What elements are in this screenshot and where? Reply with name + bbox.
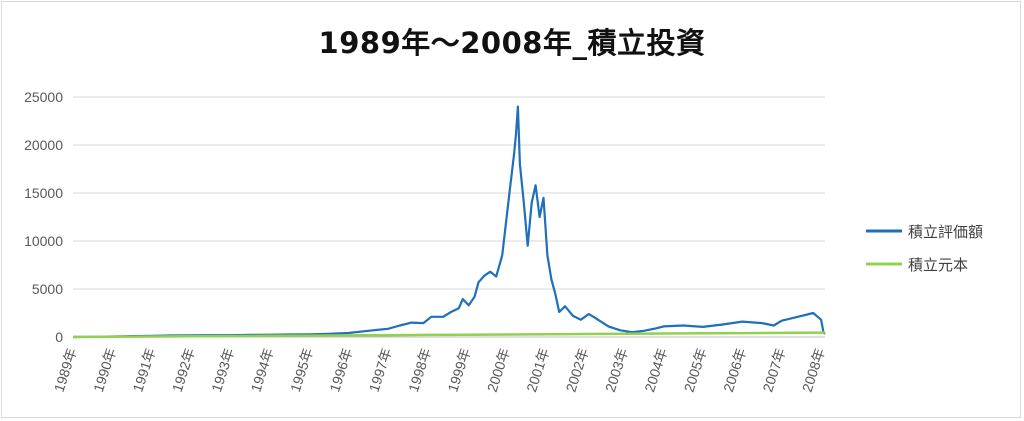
x-tick-label: 2000年	[484, 346, 513, 394]
legend-label: 積立元本	[908, 256, 968, 274]
y-tick-label: 0	[55, 329, 63, 345]
x-tick-label: 1995年	[287, 346, 316, 394]
series-line-principal	[72, 331, 826, 339]
x-tick-label: 2004年	[641, 346, 670, 394]
x-tick-label: 2003年	[602, 346, 631, 394]
x-tick-label: 2002年	[563, 346, 592, 394]
x-tick-label: 2001年	[523, 346, 552, 394]
y-tick-label: 15000	[24, 185, 63, 201]
x-tick-label: 2005年	[681, 346, 710, 394]
x-tick-label: 1996年	[326, 346, 355, 394]
chart-title: 1989年～2008年_積立投資	[318, 26, 706, 60]
x-tick-label: 1994年	[248, 346, 277, 394]
x-tick-label: 2008年	[799, 346, 828, 394]
x-tick-label: 1991年	[129, 346, 158, 394]
y-tick-label: 20000	[24, 137, 63, 153]
legend-label: 積立評価額	[908, 223, 983, 241]
series-line-valuation	[72, 105, 826, 339]
y-tick-label: 5000	[32, 281, 63, 297]
y-axis-ticks: 0 5000 10000 15000 20000 25000	[24, 89, 63, 345]
x-tick-label: 1998年	[405, 346, 434, 394]
x-tick-label: 1997年	[366, 346, 395, 394]
x-tick-label: 2006年	[720, 346, 749, 394]
plot-area	[72, 105, 826, 339]
x-tick-label: 1989年	[51, 346, 80, 394]
y-tick-label: 10000	[24, 233, 63, 249]
x-tick-label: 2007年	[759, 346, 788, 394]
x-tick-label: 1992年	[169, 346, 198, 394]
x-axis-ticks: 1989年 1990年 1991年 1992年 1993年 1994年 1995年 1996年…	[51, 346, 828, 394]
x-tick-label: 1999年	[444, 346, 473, 394]
gridlines	[73, 96, 825, 338]
x-tick-label: 1993年	[208, 346, 237, 394]
x-tick-label: 1990年	[90, 346, 119, 394]
y-tick-label: 25000	[24, 89, 63, 105]
